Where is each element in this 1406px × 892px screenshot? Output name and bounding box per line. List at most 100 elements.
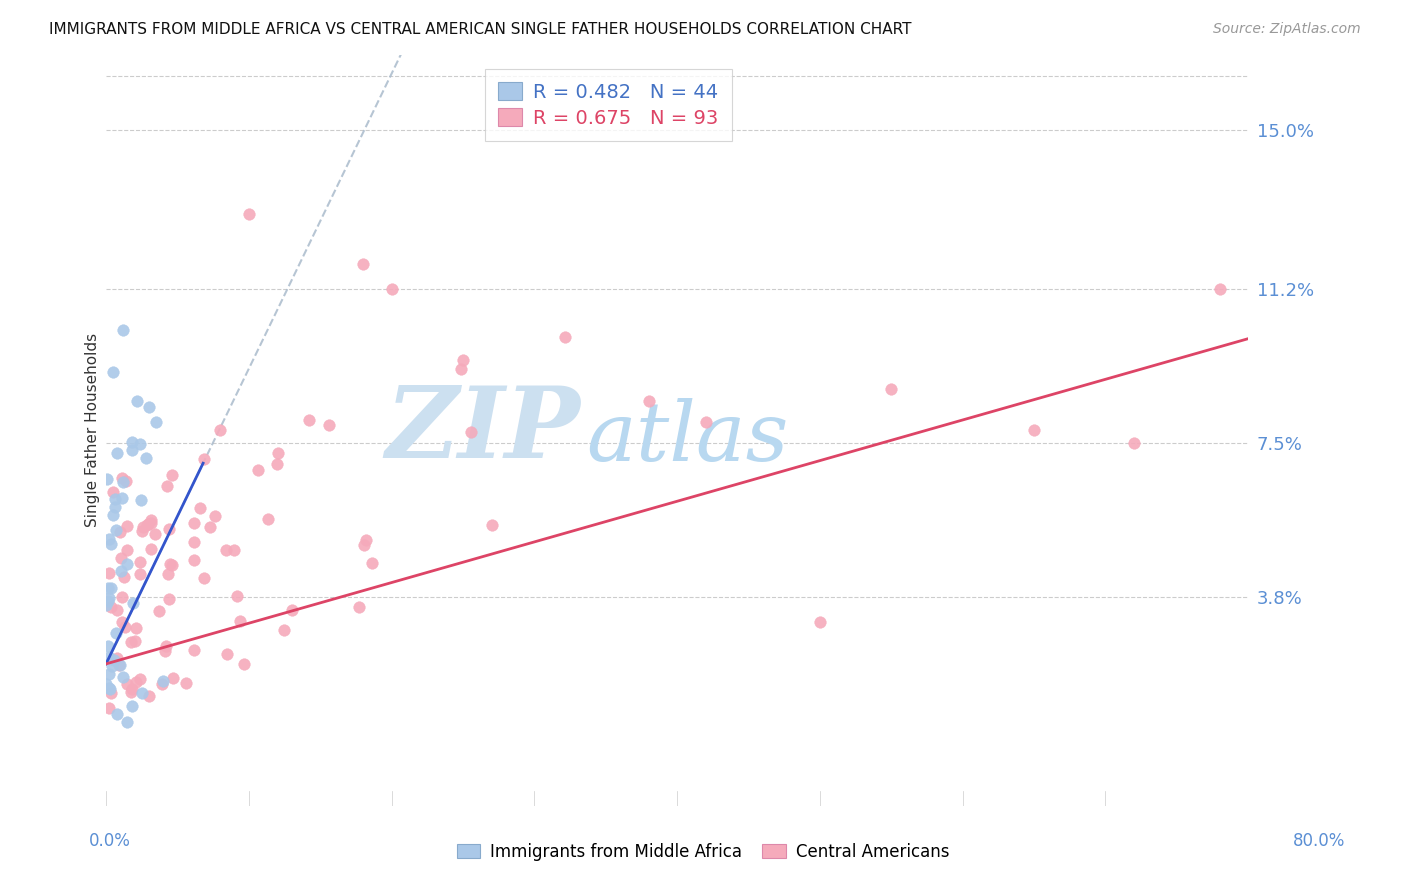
Point: [105, 650, 128, 665]
Point: [155, 639, 177, 653]
Point: [96, 677, 118, 691]
Point: [138, 689, 160, 703]
Point: [156, 479, 179, 493]
Point: [318, 418, 340, 433]
Point: [273, 623, 295, 637]
Point: [114, 570, 136, 584]
Point: [157, 521, 180, 535]
Text: ZIP: ZIP: [385, 382, 581, 479]
Point: [96, 471, 118, 485]
Text: atlas: atlas: [586, 398, 789, 478]
Point: [115, 518, 138, 533]
Point: [115, 542, 138, 557]
Point: [162, 671, 184, 685]
Point: [97, 701, 120, 715]
Point: [128, 567, 150, 582]
Point: [125, 622, 148, 636]
Point: [131, 520, 153, 534]
Point: [360, 557, 382, 571]
Point: [256, 512, 278, 526]
Text: IMMIGRANTS FROM MIDDLE AFRICA VS CENTRAL AMERICAN SINGLE FATHER HOUSEHOLDS CORRE: IMMIGRANTS FROM MIDDLE AFRICA VS CENTRAL…: [49, 22, 911, 37]
Point: [122, 596, 145, 610]
Point: [637, 394, 659, 409]
Point: [143, 527, 166, 541]
Point: [157, 591, 180, 606]
Point: [135, 450, 157, 465]
Point: [108, 658, 131, 673]
Point: [129, 493, 152, 508]
Point: [188, 500, 211, 515]
Point: [138, 400, 160, 414]
Point: [125, 675, 148, 690]
Point: [136, 517, 159, 532]
Point: [98, 666, 121, 681]
Point: [880, 382, 903, 396]
Point: [128, 672, 150, 686]
Point: [97, 566, 120, 580]
Point: [554, 329, 576, 343]
Point: [160, 558, 183, 573]
Point: [156, 566, 179, 581]
Legend: Immigrants from Middle Africa, Central Americans: Immigrants from Middle Africa, Central A…: [450, 837, 956, 868]
Point: [129, 555, 152, 569]
Point: [450, 361, 472, 376]
Point: [100, 537, 122, 551]
Point: [215, 542, 238, 557]
Point: [111, 471, 134, 485]
Point: [111, 475, 134, 490]
Text: Source: ZipAtlas.com: Source: ZipAtlas.com: [1213, 22, 1361, 37]
Point: [121, 435, 143, 450]
Point: [101, 485, 124, 500]
Point: [104, 491, 127, 506]
Point: [380, 282, 402, 296]
Point: [451, 352, 474, 367]
Point: [152, 673, 174, 688]
Legend: R = 0.482   N = 44, R = 0.675   N = 93: R = 0.482 N = 44, R = 0.675 N = 93: [485, 69, 733, 141]
Point: [110, 551, 132, 566]
Point: [183, 553, 205, 567]
Point: [124, 634, 146, 648]
Point: [98, 681, 121, 695]
Point: [215, 647, 238, 661]
Point: [114, 620, 136, 634]
Point: [120, 684, 142, 698]
Point: [100, 600, 122, 615]
Point: [347, 600, 370, 615]
Point: [233, 657, 256, 672]
Text: 0.0%: 0.0%: [89, 831, 131, 849]
Point: [148, 604, 170, 618]
Point: [128, 437, 150, 451]
Point: [121, 682, 143, 697]
Point: [183, 534, 205, 549]
Point: [115, 474, 138, 488]
Text: 80.0%: 80.0%: [1292, 831, 1346, 849]
Point: [145, 415, 167, 429]
Point: [131, 686, 153, 700]
Point: [229, 615, 252, 629]
Point: [111, 590, 134, 604]
Point: [97, 639, 120, 653]
Point: [1022, 424, 1045, 438]
Point: [695, 415, 717, 429]
Point: [200, 519, 222, 533]
Point: [111, 491, 134, 506]
Point: [808, 615, 831, 630]
Point: [100, 686, 122, 700]
Point: [352, 257, 374, 271]
Point: [117, 715, 139, 730]
Point: [226, 589, 249, 603]
Point: [1208, 282, 1230, 296]
Point: [159, 558, 181, 572]
Point: [104, 500, 127, 515]
Point: [97, 581, 120, 595]
Point: [481, 517, 503, 532]
Point: [160, 467, 183, 482]
Point: [101, 365, 124, 379]
Point: [100, 581, 122, 595]
Point: [108, 524, 131, 539]
Point: [103, 653, 125, 667]
Point: [111, 615, 134, 629]
Point: [105, 446, 128, 460]
Point: [222, 543, 245, 558]
Point: [183, 516, 205, 530]
